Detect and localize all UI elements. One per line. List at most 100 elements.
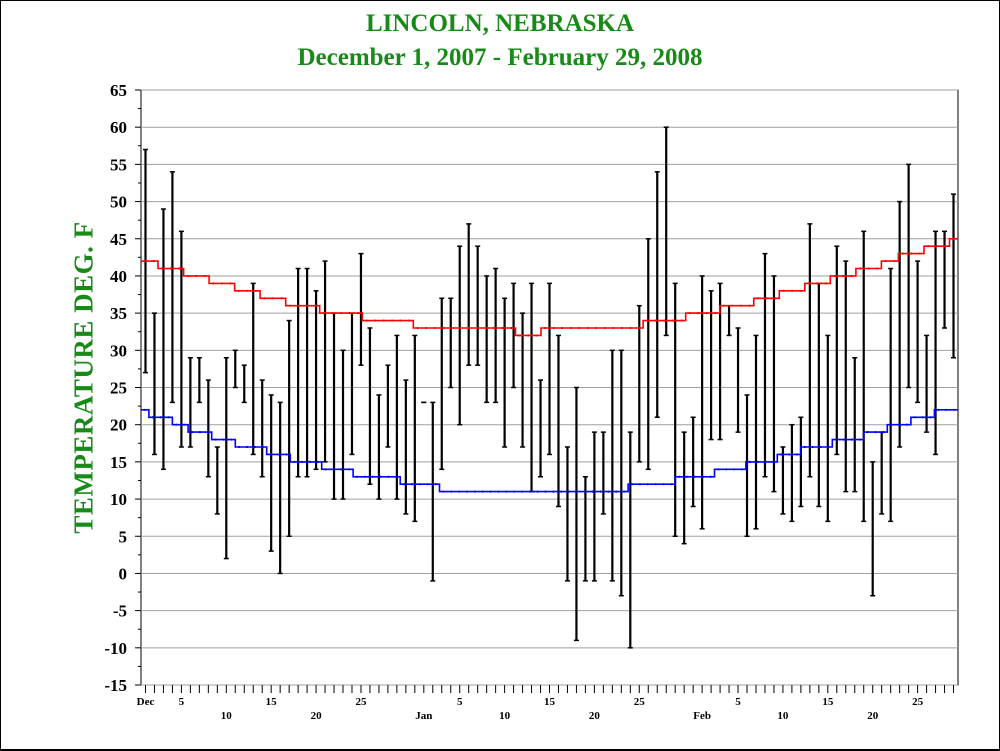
normal-low-point xyxy=(575,490,579,493)
normal-low-point xyxy=(363,475,366,478)
normal-high-point xyxy=(424,326,428,330)
normal-low-point xyxy=(678,475,681,478)
normal-high-point xyxy=(807,282,811,285)
normal-low-point xyxy=(505,490,508,493)
normal-low-point xyxy=(764,460,767,463)
normal-high-point xyxy=(748,304,751,307)
normal-high-point xyxy=(263,297,266,300)
normal-low-point xyxy=(481,490,484,493)
normal-low-point xyxy=(552,490,555,493)
normal-high-point xyxy=(178,267,181,270)
normal-low-point xyxy=(701,475,704,478)
normal-low-point xyxy=(740,468,744,471)
y-tick-label: 60 xyxy=(110,118,127,137)
normal-low-point xyxy=(285,453,288,456)
normal-high-point xyxy=(552,326,555,330)
normal-low-point xyxy=(371,475,374,478)
normal-low-point xyxy=(245,445,249,449)
normal-high-point xyxy=(603,326,606,330)
normal-high-point xyxy=(254,289,257,292)
x-tick-label: 15 xyxy=(544,696,556,708)
normal-low-point xyxy=(685,475,689,478)
normal-high-point xyxy=(373,319,377,322)
chart-title: LINCOLN, NEBRASKA xyxy=(365,10,635,37)
normal-high-point xyxy=(799,289,802,292)
normal-high-point xyxy=(952,237,955,240)
y-tick-label: 20 xyxy=(110,416,127,435)
normal-low-point xyxy=(623,490,626,493)
normal-high-point xyxy=(884,259,887,263)
normal-low-point xyxy=(450,490,453,493)
x-tick-label: Jan xyxy=(415,710,432,722)
normal-high-point xyxy=(442,326,445,330)
normal-low-point xyxy=(654,483,657,486)
normal-high-point xyxy=(586,326,589,330)
y-tick-label: 5 xyxy=(119,527,128,546)
normal-low-point xyxy=(615,490,618,493)
normal-high-point xyxy=(714,312,717,315)
normal-low-line xyxy=(141,409,958,493)
normal-high-point xyxy=(297,304,300,307)
normal-low-point xyxy=(151,416,154,419)
normal-low-point xyxy=(434,483,437,486)
normal-low-point xyxy=(261,445,264,449)
normal-high-point xyxy=(152,259,155,263)
normal-high-point xyxy=(484,326,487,330)
normal-low-point xyxy=(717,468,720,471)
normal-low-point xyxy=(238,445,241,449)
normal-low-point xyxy=(230,438,233,441)
normal-high-point xyxy=(322,312,326,315)
normal-low-point xyxy=(952,408,956,411)
normal-high-point xyxy=(144,259,147,263)
normal-low-point xyxy=(190,431,194,434)
normal-high-point xyxy=(501,326,504,330)
x-tick-label: 15 xyxy=(266,696,278,708)
normal-high-point xyxy=(859,267,862,270)
y-tick-label: 50 xyxy=(110,193,127,212)
normal-low-point xyxy=(780,453,783,456)
y-tick-label: 55 xyxy=(110,155,127,174)
normal-low-point xyxy=(670,483,673,486)
normal-low-point xyxy=(882,431,885,434)
normal-low-point xyxy=(442,490,445,493)
normal-low-point xyxy=(835,438,838,441)
x-tick-label: Feb xyxy=(693,710,711,722)
normal-high-point xyxy=(663,319,666,322)
normal-high-point xyxy=(756,297,760,300)
x-tick-label: 25 xyxy=(912,696,924,708)
x-tick-label: 5 xyxy=(735,696,741,708)
normal-high-point xyxy=(195,274,198,278)
normal-high-point xyxy=(280,297,283,300)
normal-high-point xyxy=(288,304,292,307)
normal-low-point xyxy=(473,490,476,493)
y-tick-label: 10 xyxy=(110,490,127,509)
normal-high-point xyxy=(348,312,351,315)
normal-high-point xyxy=(578,326,581,330)
normal-high-point xyxy=(518,334,521,337)
normal-low-point xyxy=(544,490,547,493)
normal-high-point xyxy=(246,289,249,292)
normal-high-point xyxy=(944,245,947,248)
x-tick-label: 5 xyxy=(179,696,185,708)
normal-high-point xyxy=(314,304,317,307)
normal-high-point xyxy=(765,297,768,300)
normal-low-point xyxy=(293,460,296,463)
x-tick-label: 15 xyxy=(822,696,834,708)
x-tick-label: 10 xyxy=(499,710,511,722)
normal-low-point xyxy=(528,490,531,493)
normal-low-point xyxy=(340,468,343,471)
normal-low-point xyxy=(489,490,492,493)
normal-low-point xyxy=(332,468,335,471)
normal-high-point xyxy=(356,312,360,315)
y-tick-label: 45 xyxy=(110,230,127,249)
normal-high-point xyxy=(790,289,794,292)
normal-high-point xyxy=(561,326,564,330)
normal-high-point xyxy=(671,319,675,322)
x-tick-label: 25 xyxy=(634,696,646,708)
normal-high-point xyxy=(842,274,845,278)
normal-low-point xyxy=(308,460,311,463)
y-tick-label: 0 xyxy=(119,564,128,583)
normal-high-point xyxy=(893,259,896,263)
normal-high-point xyxy=(476,326,479,330)
